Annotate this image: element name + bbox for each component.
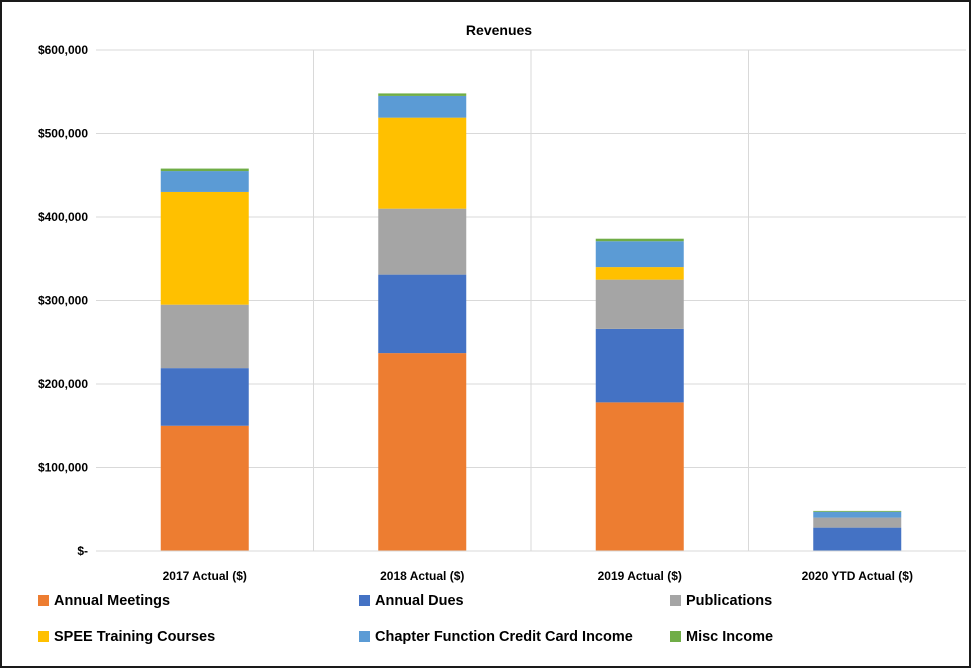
bar-segment: [595, 238, 684, 242]
bar-segment: [813, 511, 902, 518]
x-tick-label: 2020 YTD Actual ($): [802, 569, 913, 583]
x-tick-label: 2019 Actual ($): [598, 569, 682, 583]
legend-swatch: [38, 595, 49, 606]
bar-segment: [378, 95, 467, 118]
bars: [160, 93, 902, 551]
x-tick-label: 2018 Actual ($): [380, 569, 464, 583]
bar-segment: [378, 93, 467, 96]
bar-segment: [160, 368, 249, 426]
bar-segment: [378, 353, 467, 551]
bar-segment: [595, 279, 684, 329]
bar-segment: [160, 304, 249, 369]
legend-swatch: [38, 631, 49, 642]
x-tick-label: 2017 Actual ($): [163, 569, 247, 583]
y-axis-tick-labels: $- $100,000 $200,000 $300,000 $400,000 $500,0…: [38, 43, 88, 558]
bar-segment: [595, 267, 684, 280]
bar-segment: [378, 274, 467, 354]
y-tick-label: $600,000: [38, 43, 88, 57]
bar-segment: [160, 171, 249, 192]
y-tick-label: $500,000: [38, 127, 88, 141]
legend: Annual Meetings Annual Dues Publications SP…: [38, 593, 773, 645]
bar-segment: [595, 241, 684, 268]
legend-swatch: [670, 631, 681, 642]
bar-segment: [160, 425, 249, 551]
legend-swatch: [670, 595, 681, 606]
bar-segment: [160, 191, 249, 305]
bar-segment: [160, 168, 249, 172]
x-axis-tick-labels: 2017 Actual ($) 2018 Actual ($) 2019 Actua…: [163, 569, 913, 583]
legend-label: Annual Meetings: [54, 593, 170, 609]
legend-label: Publications: [686, 593, 772, 609]
chart-title: Revenues: [466, 22, 532, 38]
legend-label: Annual Dues: [375, 593, 464, 609]
y-tick-label: $-: [77, 544, 88, 558]
y-tick-label: $100,000: [38, 461, 88, 475]
bar-segment: [813, 510, 902, 512]
bar-segment: [813, 527, 902, 551]
legend-label: SPEE Training Courses: [54, 629, 215, 645]
legend-label: Chapter Function Credit Card Income: [375, 629, 633, 645]
bar-segment: [378, 208, 467, 275]
y-tick-label: $200,000: [38, 377, 88, 391]
bar-segment: [595, 328, 684, 403]
legend-swatch: [359, 595, 370, 606]
bar-segment: [813, 517, 902, 528]
legend-label: Misc Income: [686, 629, 773, 645]
y-tick-label: $400,000: [38, 210, 88, 224]
bar-segment: [595, 402, 684, 551]
legend-swatch: [359, 631, 370, 642]
y-tick-label: $300,000: [38, 294, 88, 308]
bar-segment: [378, 117, 467, 209]
